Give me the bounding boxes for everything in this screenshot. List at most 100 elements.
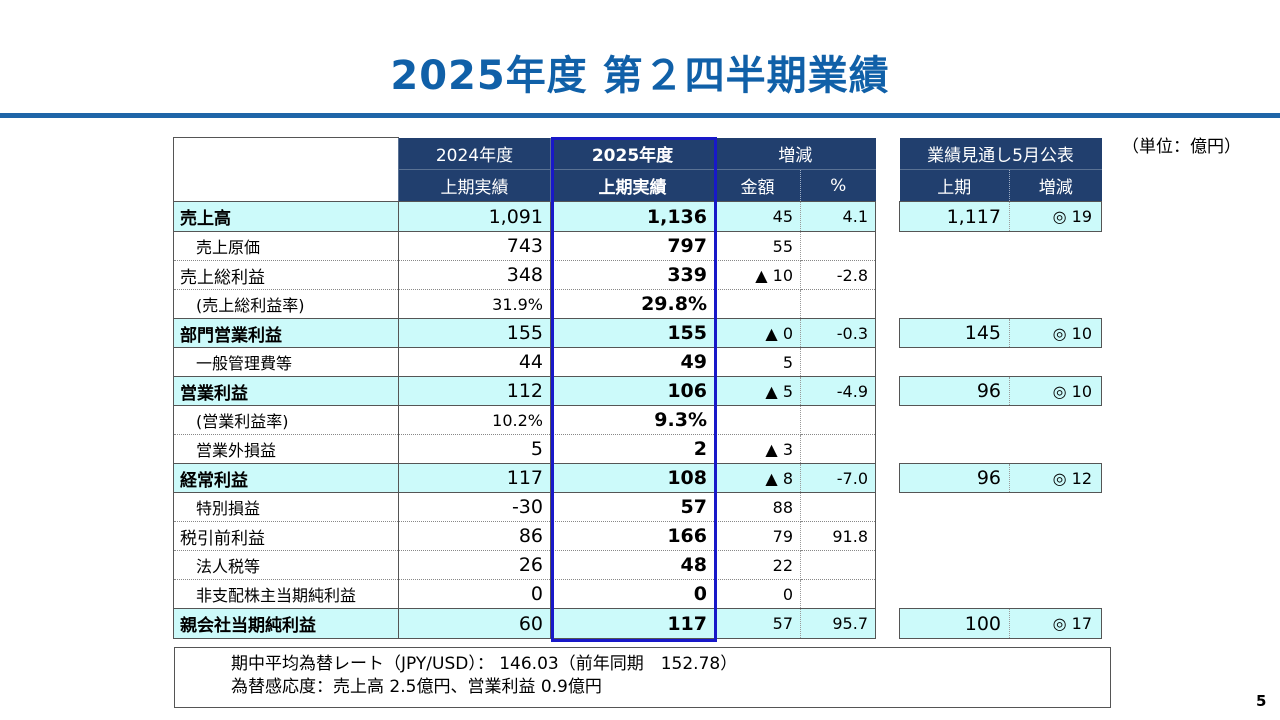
change-pct: 91.8 — [800, 521, 876, 551]
change-pct: -0.3 — [800, 318, 876, 348]
forecast-change: ◎ 17 — [1009, 608, 1102, 639]
change-amount: 22 — [714, 550, 801, 580]
table-row: 営業利益 112 106 ▲ 5 -4.9 96 ◎ 10 — [173, 376, 1102, 406]
financial-results-table: 2024年度 2025年度 増減 業績見通し5月公表 上期実績 上期実績 金額 … — [173, 137, 1102, 639]
page-title: 2025年度 第２四半期業績 — [390, 53, 890, 99]
curr-value: 9.3% — [550, 405, 715, 435]
curr-value: 155 — [550, 318, 715, 348]
row-label: 税引前利益 — [173, 521, 399, 551]
header-prev-sub: 上期実績 — [398, 169, 551, 202]
curr-value: 117 — [550, 608, 715, 639]
prev-value: 86 — [398, 521, 551, 551]
prev-value: 0 — [398, 579, 551, 609]
prev-value: 1,091 — [398, 201, 551, 232]
row-label: 部門営業利益 — [173, 318, 399, 348]
change-pct — [800, 347, 876, 377]
row-label: (売上総利益率) — [173, 289, 399, 319]
curr-value: 2 — [550, 434, 715, 464]
fx-sensitivity-note: 為替感応度：売上高 2.5億円、営業利益 0.9億円 — [231, 677, 602, 697]
change-amount: ▲ 10 — [714, 260, 801, 290]
table-row: 売上高 1,091 1,136 45 4.1 1,117 ◎ 19 — [173, 201, 1102, 232]
curr-value: 57 — [550, 492, 715, 522]
prev-value: 60 — [398, 608, 551, 639]
prev-value: 44 — [398, 347, 551, 377]
change-pct — [800, 550, 876, 580]
change-amount: ▲ 8 — [714, 463, 801, 493]
row-label: 経常利益 — [173, 463, 399, 493]
header-corner — [173, 137, 399, 202]
header-forecast-h1: 上期 — [899, 169, 1010, 202]
curr-value: 339 — [550, 260, 715, 290]
change-pct — [800, 289, 876, 319]
curr-value: 29.8% — [550, 289, 715, 319]
curr-value: 48 — [550, 550, 715, 580]
curr-value: 106 — [550, 376, 715, 406]
curr-value: 1,136 — [550, 201, 715, 232]
prev-value: 112 — [398, 376, 551, 406]
change-pct — [800, 434, 876, 464]
row-label: 売上総利益 — [173, 260, 399, 290]
table-row: 部門営業利益 155 155 ▲ 0 -0.3 145 ◎ 10 — [173, 318, 1102, 348]
header-curr-sub: 上期実績 — [550, 169, 715, 202]
table-row: 経常利益 117 108 ▲ 8 -7.0 96 ◎ 12 — [173, 463, 1102, 493]
table-row: 税引前利益 86 166 79 91.8 — [173, 521, 1102, 551]
row-label: 法人税等 — [173, 550, 399, 580]
table-row: (営業利益率) 10.2% 9.3% — [173, 405, 1102, 435]
change-pct: -4.9 — [800, 376, 876, 406]
curr-value: 797 — [550, 231, 715, 261]
header-change-pct: % — [800, 169, 876, 202]
prev-value: 348 — [398, 260, 551, 290]
change-pct — [800, 231, 876, 261]
table-row: 非支配株主当期純利益 0 0 0 — [173, 579, 1102, 609]
prev-value: 5 — [398, 434, 551, 464]
change-amount: 45 — [714, 201, 801, 232]
header-row-2: 上期実績 上期実績 金額 % 上期 増減 — [174, 169, 1102, 202]
table-row: (売上総利益率) 31.9% 29.8% — [173, 289, 1102, 319]
fx-notes-box: 期中平均為替レート（JPY/USD）： 146.03（前年同期 152.78） … — [174, 647, 1111, 708]
change-amount — [714, 289, 801, 319]
change-amount — [714, 405, 801, 435]
forecast-change: ◎ 10 — [1009, 318, 1102, 348]
change-amount: 57 — [714, 608, 801, 639]
change-amount: 79 — [714, 521, 801, 551]
curr-value: 166 — [550, 521, 715, 551]
change-amount: ▲ 0 — [714, 318, 801, 348]
header-prev-year: 2024年度 — [398, 137, 551, 170]
forecast-value: 96 — [899, 463, 1010, 493]
prev-value: 31.9% — [398, 289, 551, 319]
curr-value: 108 — [550, 463, 715, 493]
forecast-change: ◎ 10 — [1009, 376, 1102, 406]
table-row: 営業外損益 5 2 ▲ 3 — [173, 434, 1102, 464]
change-amount: 5 — [714, 347, 801, 377]
table-row: 一般管理費等 44 49 5 — [173, 347, 1102, 377]
header-curr-year: 2025年度 — [550, 137, 715, 170]
page-number: 5 — [1256, 692, 1267, 710]
row-label: 売上原価 — [173, 231, 399, 261]
prev-value: -30 — [398, 492, 551, 522]
curr-value: 49 — [550, 347, 715, 377]
table-row: 特別損益 -30 57 88 — [173, 492, 1102, 522]
prev-value: 117 — [398, 463, 551, 493]
forecast-value: 100 — [899, 608, 1010, 639]
header-forecast: 業績見通し5月公表 — [899, 137, 1102, 170]
prev-value: 743 — [398, 231, 551, 261]
forecast-value: 96 — [899, 376, 1010, 406]
forecast-value: 1,117 — [899, 201, 1010, 232]
header-forecast-change: 増減 — [1009, 169, 1102, 202]
row-label: (営業利益率) — [173, 405, 399, 435]
row-label: 特別損益 — [173, 492, 399, 522]
change-amount: 0 — [714, 579, 801, 609]
row-label: 一般管理費等 — [173, 347, 399, 377]
prev-value: 26 — [398, 550, 551, 580]
forecast-change: ◎ 12 — [1009, 463, 1102, 493]
change-pct — [800, 405, 876, 435]
row-label: 非支配株主当期純利益 — [173, 579, 399, 609]
row-label: 営業外損益 — [173, 434, 399, 464]
change-amount: 88 — [714, 492, 801, 522]
header-change-amount: 金額 — [714, 169, 801, 202]
unit-label: （単位：億円） — [1122, 137, 1241, 157]
curr-value: 0 — [550, 579, 715, 609]
change-pct: 4.1 — [800, 201, 876, 232]
table-row: 売上総利益 348 339 ▲ 10 -2.8 — [173, 260, 1102, 290]
change-amount: ▲ 5 — [714, 376, 801, 406]
